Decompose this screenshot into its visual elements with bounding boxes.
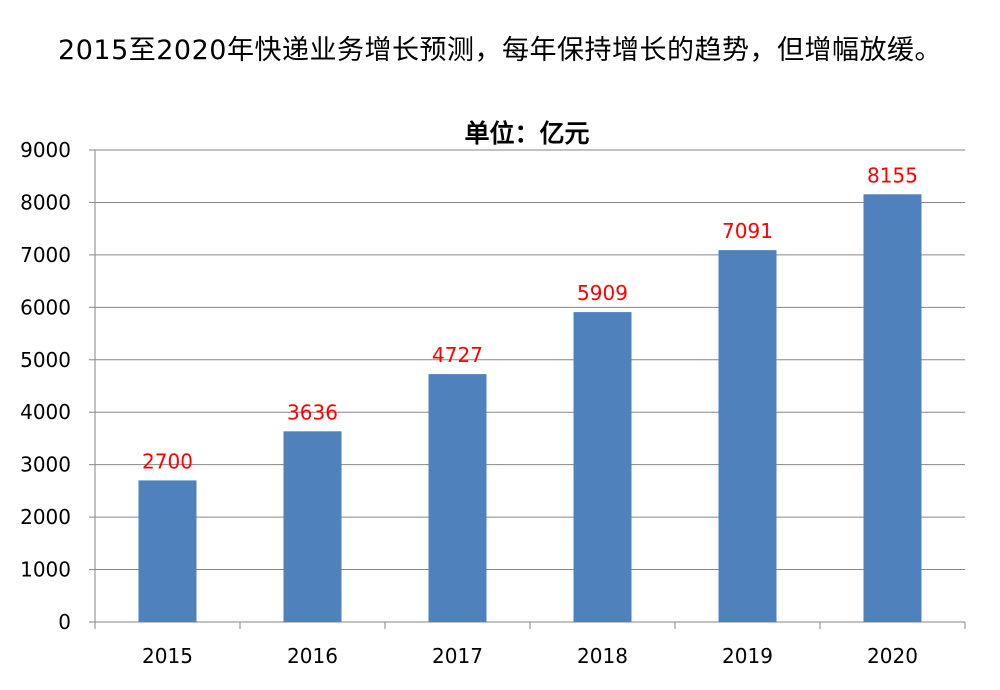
y-tick-label: 6000	[20, 295, 71, 319]
bar	[573, 312, 632, 622]
chart-title: 单位：亿元	[464, 119, 589, 148]
data-label: 8155	[867, 163, 918, 187]
bar	[718, 250, 777, 622]
bar	[428, 374, 487, 622]
y-tick-label: 0	[58, 610, 71, 634]
y-tick-label: 9000	[20, 138, 71, 162]
x-tick-label: 2017	[432, 644, 483, 668]
x-tick-label: 2020	[867, 644, 918, 668]
y-tick-label: 5000	[20, 348, 71, 372]
x-tick-label: 2019	[722, 644, 773, 668]
data-label: 7091	[722, 219, 773, 243]
y-tick-label: 3000	[20, 453, 71, 477]
y-tick-label: 1000	[20, 558, 71, 582]
data-label: 3636	[287, 400, 338, 424]
bars	[138, 194, 922, 622]
x-tick-label: 2016	[287, 644, 338, 668]
data-labels: 2700 3636 4727 5909 7091 8155	[142, 163, 918, 473]
x-tick-label: 2018	[577, 644, 628, 668]
y-tick-label: 4000	[20, 400, 71, 424]
y-tick-label: 2000	[20, 505, 71, 529]
bar	[283, 431, 342, 622]
bar	[138, 480, 197, 622]
y-tick-label: 7000	[20, 243, 71, 267]
x-tick-label: 2015	[142, 644, 193, 668]
axes	[89, 149, 966, 629]
data-label: 5909	[577, 281, 628, 305]
data-label: 2700	[142, 449, 193, 473]
page-title: 2015至2020年快递业务增长预测，每年保持增长的趋势，但增幅放缓。	[58, 35, 942, 66]
bar	[863, 194, 922, 622]
y-tick-label: 8000	[20, 190, 71, 214]
x-axis-tick-labels: 2015 2016 2017 2018 2019 2020	[142, 644, 918, 668]
gridlines	[95, 149, 965, 571]
data-label: 4727	[432, 343, 483, 367]
y-axis-tick-labels: 0 1000 2000 3000 4000 5000 6000 7000 8000 9000	[20, 138, 71, 634]
